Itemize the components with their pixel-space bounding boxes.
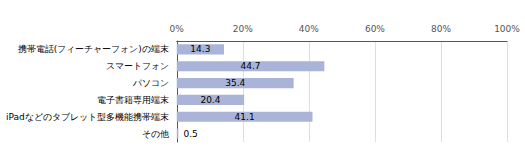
svg-text:20.4: 20.4 xyxy=(200,95,220,105)
svg-text:14.3: 14.3 xyxy=(190,44,210,54)
svg-text:80%: 80% xyxy=(431,24,451,34)
svg-text:その他: その他 xyxy=(142,129,169,139)
svg-text:60%: 60% xyxy=(365,24,385,34)
svg-text:40%: 40% xyxy=(299,24,319,34)
svg-text:0.5: 0.5 xyxy=(183,129,197,139)
svg-text:35.4: 35.4 xyxy=(225,78,245,88)
svg-text:携帯電話(フィーチャーフォン)の端末: 携帯電話(フィーチャーフォン)の端末 xyxy=(18,44,169,54)
svg-text:パソコン: パソコン xyxy=(132,78,169,88)
svg-text:100%: 100% xyxy=(494,24,520,34)
svg-text:iPadなどのタブレット型多機能携帯端末: iPadなどのタブレット型多機能携帯端末 xyxy=(6,112,169,122)
svg-text:41.1: 41.1 xyxy=(235,112,255,122)
svg-text:0%: 0% xyxy=(170,24,185,34)
svg-text:スマートフォン: スマートフォン xyxy=(106,61,169,71)
svg-text:20%: 20% xyxy=(233,24,253,34)
svg-text:電子書籍専用端末: 電子書籍専用端末 xyxy=(97,95,169,105)
svg-text:44.7: 44.7 xyxy=(241,61,261,71)
